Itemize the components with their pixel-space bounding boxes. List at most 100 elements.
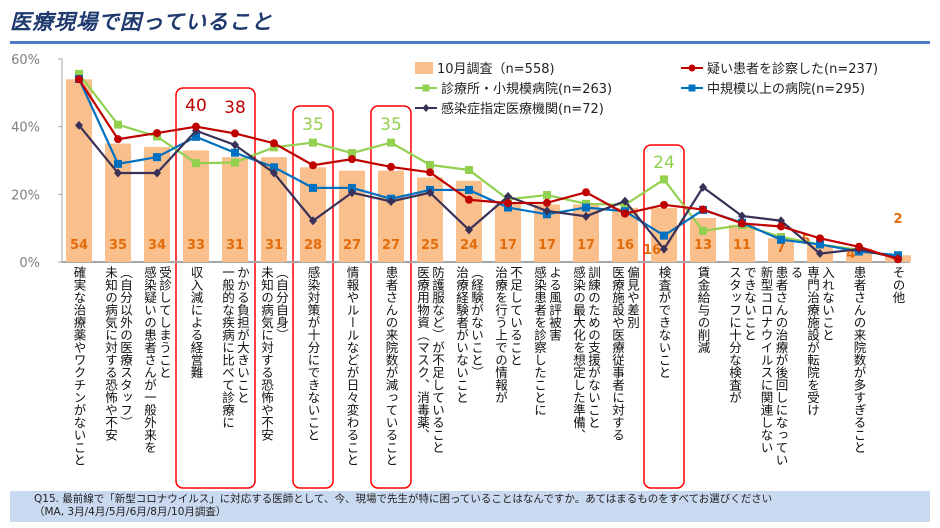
page-title: 医療現場で困っていること [10,10,273,34]
highlight-value-label: 35 [302,115,324,135]
bar-value-label: 27 [343,238,361,253]
data-point [621,209,629,218]
y-tick-label: 20% [11,188,40,203]
chart: 0%20%40%60%54 35 34 33 31 31 28 27 27 25 24 17 17 17 1… [11,53,911,489]
data-point [543,198,551,207]
bar-value-label: 4 [846,247,855,262]
bar [66,79,92,262]
data-point [192,132,200,141]
data-point [270,139,278,148]
data-point [309,216,317,226]
legend-swatch [681,84,703,91]
legend-item: 疑い患者を診察した(n=237) [681,58,878,77]
data-point [426,188,434,198]
x-tick-label: 賃金給与の削減 [695,266,711,354]
data-point [114,120,122,129]
x-tick-label: 一般的な疾病に比べて診療に かかる負担が大きいこと [220,266,250,429]
data-point [582,188,590,197]
x-tick-label: 感染対策が十分にできないこと [305,266,321,441]
bar-value-label: 31 [226,238,244,253]
data-point [348,188,356,198]
data-point [465,165,473,174]
x-tick-label: 検査ができないこと [656,266,672,379]
bar-value-label: 17 [538,238,556,253]
survey-note: （MA, 3月/4月/5月/6月/8月/10月調査） [34,506,227,518]
x-tick-label: 感染患者を診察したことに よる風評被害 [532,266,562,416]
data-point [504,203,512,212]
data-point [114,135,122,144]
data-point [777,216,785,226]
bar [768,238,794,262]
legend-label: 10月調査（n=558) [437,62,555,77]
highlight-box [175,87,256,489]
bar [222,157,248,262]
x-tick-label: スタッフに十分な検査が できないこと [727,266,757,404]
data-point [816,240,824,249]
bar-value-label: 24 [460,238,478,253]
legend-swatch [415,84,437,91]
data-point [777,235,785,244]
bar-value-label: 7 [776,241,785,256]
data-point [504,191,512,201]
data-point [231,148,239,157]
highlight-value-label: 24 [653,153,675,173]
data-point [777,222,785,231]
data-point [153,153,161,162]
data-point [699,205,707,214]
data-point [426,168,434,177]
bar-value-label: 54 [70,238,88,253]
x-tick-label: 確実な治療薬やワクチンがないこと [71,266,87,466]
legend-label: 中規模以上の病院(n=295) [707,82,866,97]
y-tick-label: 40% [11,121,40,136]
line-series [78,78,899,261]
legend-label: 感染症指定医療機関(n=72) [441,102,604,117]
data-point [582,211,590,221]
data-point [270,143,278,152]
x-tick-label: 感染疑いの患者さんが一般外来を 受診してしまうこと [142,266,172,454]
x-tick-label: 医療用物資（マスク、消毒薬、 防護服など）が不足していること [415,266,445,454]
bar [690,218,716,262]
data-point [465,225,473,235]
data-point [387,162,395,171]
data-point [75,120,83,130]
title-divider [10,41,930,44]
data-point [309,183,317,192]
legend-item: 中規模以上の病院(n=295) [681,78,865,97]
data-point [894,255,902,264]
data-point [231,158,239,167]
data-point [699,182,707,192]
footer-note: Q15. 最前線で「新型コロナウイルス」に対応する医師として、今、現場で先生が特… [10,491,930,522]
data-point [270,168,278,178]
data-point [309,161,317,170]
data-point [153,168,161,178]
line-series [78,124,899,260]
data-point [465,185,473,194]
data-point [114,168,122,178]
data-point [309,138,317,147]
data-point [348,183,356,192]
x-tick-label: 新型コロナウイルスに関連しない 患者さんの治療が後回しになってい る [758,266,804,466]
x-tick-label: 医療施設や医療従事者に対する 偏見や差別 [610,266,640,441]
x-tick-label: 患者さんの来院数が多すぎること [851,266,867,454]
data-point [660,175,668,184]
x-tick-label: 専門治療施設が転院を受け 入れないこと [805,266,835,416]
data-point [738,211,746,221]
data-point [231,140,239,150]
bar-value-label: 17 [577,238,595,253]
bar [378,170,404,262]
line-series [78,78,899,257]
highlight-value-label: 35 [380,115,402,135]
data-point [348,149,356,158]
data-point [153,129,161,138]
bar-value-label: 11 [733,238,751,253]
legend-swatch [681,64,703,71]
legend-swatch [415,103,437,112]
data-point [348,155,356,164]
data-point [114,159,122,168]
bar-value-label: 31 [265,238,283,253]
data-point [816,234,824,243]
bar-value-label: 27 [382,238,400,253]
data-point [387,196,395,206]
data-point [699,226,707,235]
data-point [816,249,824,259]
